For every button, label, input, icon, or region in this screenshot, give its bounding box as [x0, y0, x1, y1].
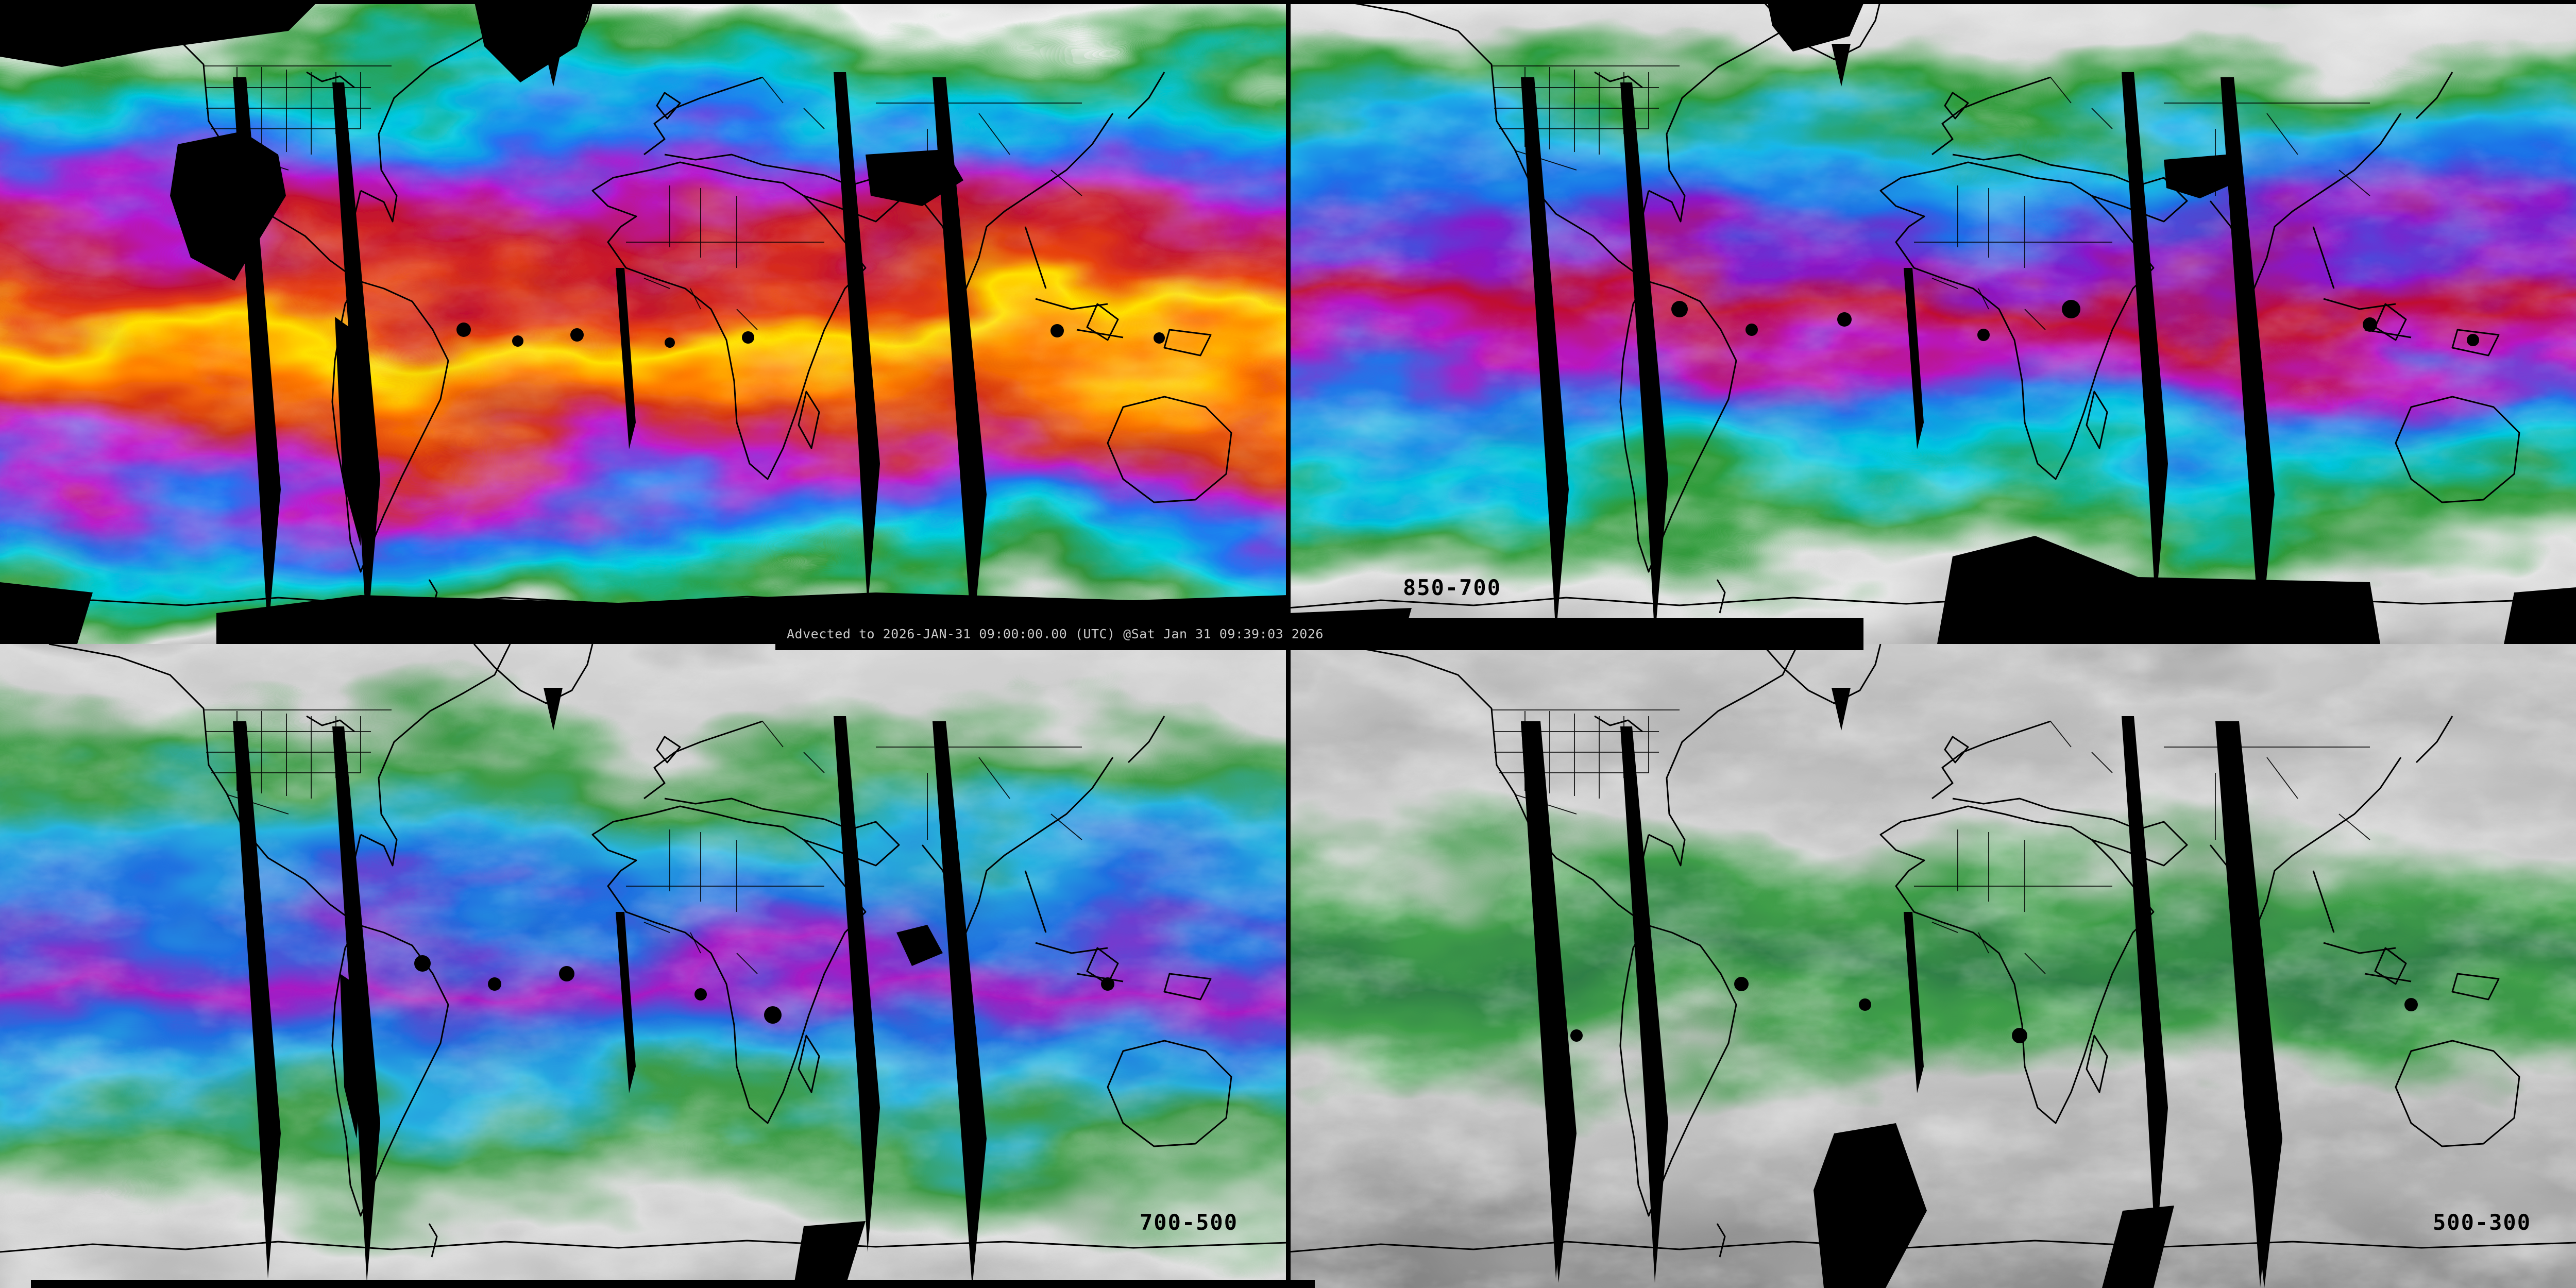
map-panel-500-300	[1288, 644, 2576, 1288]
map-panel-850-700	[1288, 0, 2576, 644]
total-pw-map	[0, 0, 1288, 644]
timestamp-bar: Advected to 2026-JAN-31 09:00:00.00 (UTC…	[775, 618, 1863, 650]
shade-mottle	[0, 644, 1288, 1288]
bottom-black-strip	[31, 1280, 1315, 1288]
layer-label-850-700: 850-700	[1403, 575, 1501, 600]
map-panel-700-500	[0, 644, 1288, 1288]
shade-mottle	[1288, 644, 2576, 1288]
shade-mottle	[1288, 0, 2576, 644]
layer-label-700-500: 700-500	[1140, 1210, 1238, 1235]
shade-mottle	[0, 0, 1288, 644]
layer-500-300-map	[1288, 644, 2576, 1288]
layer-850-700-map	[1288, 0, 2576, 644]
top-edge-strip	[0, 0, 2576, 4]
advected-timestamp: Advected to 2026-JAN-31 09:00:00.00 (UTC…	[787, 626, 1324, 641]
map-panel-total	[0, 0, 1288, 644]
layer-label-500-300: 500-300	[2433, 1210, 2531, 1235]
layer-700-500-map	[0, 644, 1288, 1288]
